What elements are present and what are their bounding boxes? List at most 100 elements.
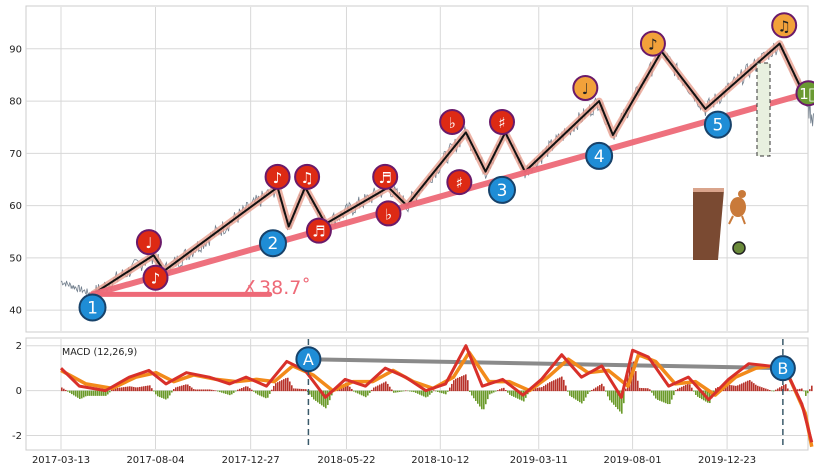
histogram-bar bbox=[715, 388, 717, 392]
histogram-bar bbox=[415, 390, 417, 393]
histogram-bar bbox=[367, 390, 369, 396]
histogram-bar bbox=[189, 386, 191, 392]
histogram-bar bbox=[785, 384, 787, 392]
y-tick-label: 40 bbox=[9, 306, 22, 317]
histogram-bar bbox=[179, 386, 181, 392]
histogram-bar bbox=[399, 390, 401, 392]
marker-circle bbox=[771, 12, 798, 39]
marker-red: ♪ bbox=[142, 264, 169, 291]
histogram-bar bbox=[539, 387, 541, 392]
histogram-bar bbox=[603, 386, 605, 392]
histogram-bar bbox=[459, 376, 461, 392]
histogram-bar bbox=[495, 390, 497, 392]
histogram-bar bbox=[731, 385, 733, 392]
marker-label: 4 bbox=[594, 147, 605, 167]
histogram-bar bbox=[403, 390, 405, 392]
histogram-bar bbox=[105, 390, 107, 396]
histogram-bar bbox=[359, 390, 361, 395]
histogram-bar bbox=[513, 390, 515, 397]
histogram-bar bbox=[219, 390, 221, 393]
histogram-bar bbox=[565, 385, 567, 392]
histogram-bar bbox=[193, 389, 195, 392]
histogram-bar bbox=[203, 389, 205, 392]
histogram-bar bbox=[443, 390, 445, 394]
histogram-bar bbox=[351, 388, 353, 392]
histogram-bar bbox=[643, 388, 645, 392]
x-tick-label: 2019-08-01 bbox=[604, 455, 662, 466]
histogram-bar bbox=[73, 390, 75, 396]
histogram-bar bbox=[389, 386, 391, 392]
histogram-bar bbox=[617, 390, 619, 410]
histogram-bar bbox=[113, 388, 115, 392]
y-tick-label: 70 bbox=[9, 149, 22, 160]
histogram-bar bbox=[101, 390, 103, 396]
histogram-bar bbox=[211, 389, 213, 392]
histogram-bar bbox=[571, 390, 573, 398]
histogram-bar bbox=[297, 388, 299, 392]
histogram-bar bbox=[655, 390, 657, 399]
histogram-bar bbox=[85, 390, 87, 397]
histogram-bar bbox=[445, 390, 447, 395]
histogram-bar bbox=[769, 389, 771, 392]
histogram-bar bbox=[315, 390, 317, 401]
histogram-bar bbox=[519, 390, 521, 400]
histogram-bar bbox=[145, 385, 147, 392]
vertical-marker-label: A bbox=[303, 350, 314, 369]
histogram-bar bbox=[127, 386, 129, 392]
histogram-bar bbox=[743, 382, 745, 392]
histogram-bar bbox=[233, 390, 235, 393]
histogram-bar bbox=[463, 375, 465, 392]
histogram-bar bbox=[471, 390, 473, 396]
y-tick-label: 0 bbox=[16, 386, 22, 397]
histogram-bar bbox=[299, 388, 301, 392]
histogram-bar bbox=[811, 385, 813, 392]
histogram-bar bbox=[451, 383, 453, 392]
histogram-bar bbox=[83, 390, 85, 398]
goat-icon bbox=[728, 190, 746, 255]
histogram-bar bbox=[67, 390, 69, 392]
histogram-bar bbox=[431, 390, 433, 393]
histogram-bar bbox=[569, 390, 571, 396]
histogram-bar bbox=[555, 379, 557, 392]
histogram-bar bbox=[243, 387, 245, 392]
histogram-bar bbox=[545, 384, 547, 392]
histogram-bar bbox=[735, 385, 737, 392]
marker-circle bbox=[488, 175, 516, 204]
histogram-bar bbox=[185, 384, 187, 392]
marker-red: ♬ bbox=[372, 163, 399, 190]
histogram-bar bbox=[465, 374, 467, 392]
marker-label: ♬ bbox=[378, 169, 391, 187]
histogram-bar bbox=[505, 390, 507, 392]
histogram-bar bbox=[475, 390, 477, 401]
histogram-bar bbox=[171, 390, 173, 393]
histogram-bar bbox=[63, 388, 65, 392]
histogram-bar bbox=[241, 387, 243, 392]
histogram-bar bbox=[413, 390, 415, 393]
histogram-bar bbox=[269, 390, 271, 394]
histogram-bar bbox=[481, 390, 483, 410]
marker-label: 2 bbox=[268, 234, 279, 254]
histogram-bar bbox=[561, 376, 563, 392]
vertical-marker-label: B bbox=[777, 359, 788, 378]
histogram-bar bbox=[121, 387, 123, 392]
histogram-bar bbox=[381, 383, 383, 392]
macd-panel: 2 0 -2 MACD (12,26,9) A B 2017-03-13 2017-08… bbox=[12, 337, 814, 466]
histogram-bar bbox=[691, 387, 693, 392]
histogram-bar bbox=[759, 386, 761, 392]
histogram-bar bbox=[139, 386, 141, 392]
histogram-bar bbox=[789, 390, 791, 392]
histogram-bar bbox=[747, 380, 749, 392]
histogram-bar bbox=[117, 387, 119, 392]
marker-blue: 4 bbox=[585, 141, 614, 170]
marker-label: ♫ bbox=[777, 17, 790, 35]
marker-circle bbox=[446, 169, 473, 196]
histogram-bar bbox=[659, 390, 661, 401]
histogram-bar bbox=[441, 390, 443, 394]
marker-label: ♯ bbox=[456, 174, 463, 192]
histogram-bar bbox=[699, 390, 701, 398]
marker-red: ♯ bbox=[446, 169, 473, 196]
histogram-bar bbox=[797, 389, 799, 392]
histogram-bar bbox=[213, 390, 215, 392]
histogram-bar bbox=[651, 390, 653, 393]
histogram-bar bbox=[283, 379, 285, 392]
